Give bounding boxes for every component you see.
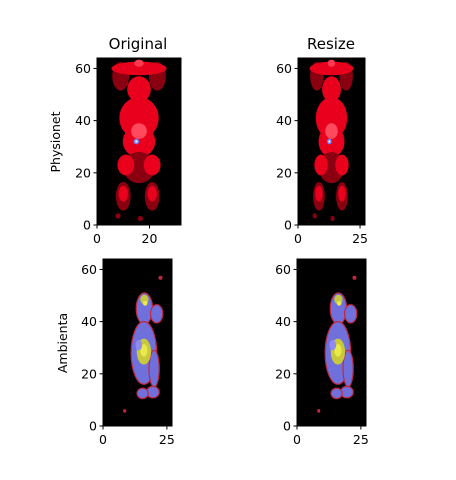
- panels: 0 20 40 60 0 20 0 20 40 60 0 25 0 20 40 60 0 25 0 20 40 60 0 25: [75, 58, 369, 447]
- y-tick-label: 60: [276, 61, 292, 76]
- heat-blob: [144, 155, 161, 176]
- heat-blob: [131, 123, 147, 139]
- column-title-resize: Resize: [307, 35, 355, 53]
- x-tick-label: 25: [352, 231, 368, 246]
- heat-blob: [134, 60, 143, 67]
- heat-blob: [135, 340, 142, 350]
- y-tick-label: 0: [83, 218, 91, 233]
- y-tick-label: 40: [81, 314, 97, 329]
- x-tick-label: 0: [93, 231, 101, 246]
- heat-blob: [330, 216, 334, 221]
- y-tick-label: 20: [81, 366, 97, 381]
- heat-blob: [345, 305, 357, 323]
- y-tick-label: 60: [275, 262, 291, 277]
- heat-blob: [117, 155, 134, 176]
- x-tick-label: 0: [99, 432, 107, 447]
- heat-blob: [115, 213, 120, 218]
- x-tick-label: 0: [293, 432, 301, 447]
- y-tick-label: 0: [283, 419, 291, 434]
- heatmap-panel: 0 20 40 60 0 25: [276, 58, 368, 246]
- heat-blob: [331, 388, 342, 398]
- heatmap-panel: 0 20 40 60 0 25: [81, 259, 175, 447]
- heat-blob: [325, 123, 338, 139]
- y-tick-label: 20: [275, 366, 291, 381]
- hot-blob: [143, 301, 148, 306]
- heat-blob: [137, 388, 148, 398]
- row-label-ambienta: Ambienta: [55, 313, 70, 373]
- row-label-physionet: Physionet: [48, 111, 63, 172]
- heat-blob: [313, 213, 317, 218]
- y-tick-label: 40: [275, 314, 291, 329]
- heat-blob: [158, 276, 162, 280]
- y-tick-label: 60: [75, 61, 91, 76]
- column-title-original: Original: [109, 35, 168, 53]
- hotspot: [135, 140, 137, 142]
- heat-blob: [338, 186, 346, 202]
- y-tick-label: 40: [75, 113, 91, 128]
- heat-blob: [151, 305, 163, 323]
- heat-blob: [147, 186, 156, 202]
- heat-blob: [328, 60, 336, 67]
- heat-blob: [123, 409, 126, 413]
- heat-blob: [119, 186, 128, 202]
- y-tick-label: 40: [276, 113, 292, 128]
- heatmap-panel: 0 20 40 60 0 25: [275, 259, 369, 447]
- y-tick-label: 0: [284, 218, 292, 233]
- x-tick-label: 25: [159, 432, 175, 447]
- y-tick-label: 60: [81, 262, 97, 277]
- y-tick-label: 0: [89, 419, 97, 434]
- heat-blob: [317, 409, 320, 413]
- heat-blob: [329, 340, 336, 350]
- heat-blob: [314, 155, 327, 176]
- y-tick-label: 20: [75, 165, 91, 180]
- heat-blob: [335, 155, 348, 176]
- heat-blob: [352, 276, 356, 280]
- x-tick-label: 25: [353, 432, 369, 447]
- hot-blob: [337, 301, 342, 306]
- x-tick-label: 20: [142, 231, 158, 246]
- heat-blob: [138, 216, 143, 221]
- y-tick-label: 20: [276, 165, 292, 180]
- heatmap-panel: 0 20 40 60 0 20: [75, 58, 181, 246]
- hotspot: [328, 140, 330, 142]
- heat-blob: [315, 186, 323, 202]
- x-tick-label: 0: [294, 231, 302, 246]
